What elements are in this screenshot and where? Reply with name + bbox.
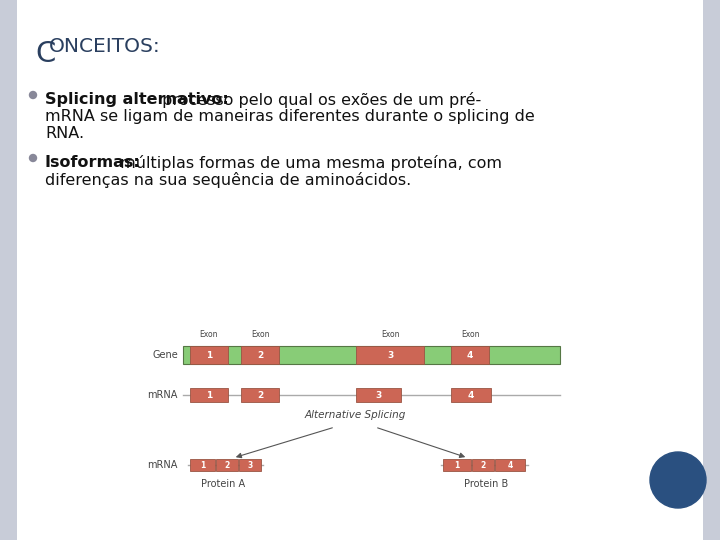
Text: Splicing alternativo:: Splicing alternativo: (45, 92, 229, 107)
Text: Protein B: Protein B (464, 479, 508, 489)
Text: Exon: Exon (381, 330, 400, 339)
Text: 4: 4 (508, 461, 513, 469)
Circle shape (650, 452, 706, 508)
Text: 1: 1 (206, 350, 212, 360)
Text: 2: 2 (480, 461, 485, 469)
Bar (216, 459, 238, 471)
Bar (451, 346, 489, 364)
Text: mRNA se ligam de maneiras diferentes durante o splicing de: mRNA se ligam de maneiras diferentes dur… (45, 109, 535, 124)
Text: 1: 1 (200, 461, 205, 469)
Bar (0, 0, 17, 540)
Text: 4: 4 (468, 390, 474, 400)
Text: 2: 2 (257, 350, 263, 360)
Text: 3: 3 (387, 350, 393, 360)
Text: múltiplas formas de uma mesma proteína, com: múltiplas formas de uma mesma proteína, … (115, 155, 502, 171)
Bar (703, 0, 720, 540)
Bar (356, 388, 401, 402)
Text: 2: 2 (225, 461, 230, 469)
Text: Isoformas:: Isoformas: (45, 155, 140, 170)
Text: 3: 3 (248, 461, 253, 469)
Text: Gene: Gene (152, 350, 178, 360)
Bar (190, 459, 215, 471)
Text: mRNA: mRNA (148, 390, 178, 400)
Bar (190, 346, 228, 364)
Text: mRNA: mRNA (148, 460, 178, 470)
Text: 1: 1 (206, 390, 212, 400)
Text: 2: 2 (257, 390, 263, 400)
Bar (356, 346, 424, 364)
Bar (451, 388, 491, 402)
Text: 3: 3 (375, 390, 382, 400)
Circle shape (30, 154, 37, 161)
Bar (190, 388, 228, 402)
Text: C: C (35, 40, 55, 68)
Text: 1: 1 (454, 461, 459, 469)
Text: diferenças na sua sequência de aminoácidos.: diferenças na sua sequência de aminoácid… (45, 172, 411, 188)
Circle shape (30, 91, 37, 98)
Text: Exon: Exon (199, 330, 218, 339)
Text: Exon: Exon (251, 330, 269, 339)
Bar (495, 459, 525, 471)
Bar (472, 459, 494, 471)
Text: ONCEITOS:: ONCEITOS: (49, 37, 161, 56)
Bar (241, 388, 279, 402)
Bar (241, 346, 279, 364)
Text: RNA.: RNA. (45, 126, 84, 141)
Text: 4: 4 (467, 350, 473, 360)
Bar (443, 459, 471, 471)
Bar (239, 459, 261, 471)
Bar (183, 346, 560, 364)
Text: Protein A: Protein A (201, 479, 245, 489)
Text: Exon: Exon (461, 330, 480, 339)
Text: processo pelo qual os exões de um pré-: processo pelo qual os exões de um pré- (157, 92, 481, 108)
Text: Alternative Splicing: Alternative Splicing (305, 410, 405, 420)
